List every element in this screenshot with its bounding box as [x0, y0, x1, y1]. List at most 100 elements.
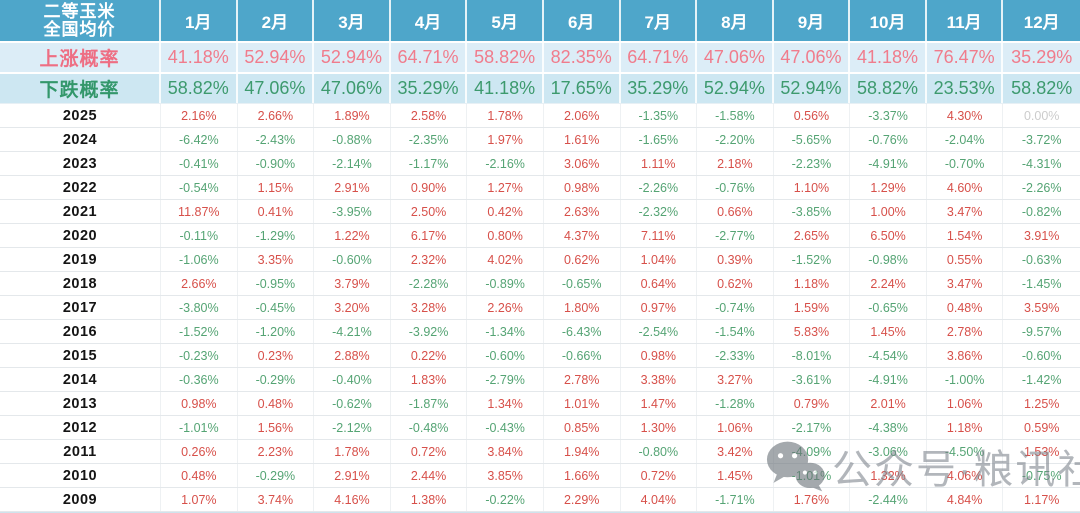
- value-cell: 1.15%: [238, 176, 315, 199]
- fall-probability-cell: 35.29%: [391, 74, 468, 103]
- value-cell: 5.83%: [774, 320, 851, 343]
- year-label: 2019: [0, 248, 161, 271]
- value-cell: -5.65%: [774, 128, 851, 151]
- value-cell: -0.98%: [850, 248, 927, 271]
- month-header-cell: 6月: [544, 0, 621, 41]
- value-cell: 1.00%: [850, 200, 927, 223]
- value-cell: -2.33%: [697, 344, 774, 367]
- value-cell: 0.98%: [161, 392, 238, 415]
- value-cell: 3.38%: [621, 368, 698, 391]
- value-cell: -3.95%: [314, 200, 391, 223]
- month-header-cell: 3月: [314, 0, 391, 41]
- value-cell: 1.83%: [391, 368, 468, 391]
- value-cell: -1.01%: [774, 464, 851, 487]
- year-row: 2023 -0.41% -0.90% -2.14% -1.17% -2.16% 3.06% 1…: [0, 152, 1080, 176]
- value-cell: 3.35%: [238, 248, 315, 271]
- value-cell: 1.76%: [774, 488, 851, 511]
- value-cell: -1.28%: [697, 392, 774, 415]
- rise-probability-cell: 82.35%: [544, 43, 621, 72]
- value-cell: 1.56%: [238, 416, 315, 439]
- value-cell: 1.89%: [314, 104, 391, 127]
- fall-probability-cell: 17.65%: [544, 74, 621, 103]
- value-cell: 11.87%: [161, 200, 238, 223]
- value-cell: -4.09%: [774, 440, 851, 463]
- rise-probability-cell: 47.06%: [774, 43, 851, 72]
- fall-probability-cell: 52.94%: [697, 74, 774, 103]
- value-cell: -2.14%: [314, 152, 391, 175]
- value-cell: 2.26%: [467, 296, 544, 319]
- value-cell: 2.23%: [238, 440, 315, 463]
- value-cell: -0.48%: [391, 416, 468, 439]
- rise-probability-row: 上涨概率 41.18% 52.94% 52.94% 64.71% 58.82% 82.35%…: [0, 43, 1080, 74]
- value-cell: 2.50%: [391, 200, 468, 223]
- value-cell: -4.91%: [850, 152, 927, 175]
- month-header-cell: 2月: [238, 0, 315, 41]
- value-cell: 1.30%: [621, 416, 698, 439]
- year-row: 2017 -3.80% -0.45% 3.20% 3.28% 2.26% 1.80% 0.97…: [0, 296, 1080, 320]
- corner-label: 二等玉米 全国均价: [0, 0, 161, 41]
- value-cell: -2.12%: [314, 416, 391, 439]
- value-cell: 2.66%: [161, 272, 238, 295]
- value-cell: 0.98%: [621, 344, 698, 367]
- value-cell: 1.66%: [544, 464, 621, 487]
- value-cell: 1.10%: [774, 176, 851, 199]
- value-cell: 1.45%: [850, 320, 927, 343]
- year-row: 2019 -1.06% 3.35% -0.60% 2.32% 4.02% 0.62% 1.04…: [0, 248, 1080, 272]
- value-cell: 2.18%: [697, 152, 774, 175]
- value-cell: 4.04%: [621, 488, 698, 511]
- value-cell: -2.26%: [1021, 180, 1062, 195]
- value-cell: 2.91%: [314, 464, 391, 487]
- value-cell: -0.66%: [544, 344, 621, 367]
- value-cell: 1.11%: [621, 152, 698, 175]
- year-label: 2012: [0, 416, 161, 439]
- year-row: 2021 11.87% 0.41% -3.95% 2.50% 0.42% 2.63% -2.3…: [0, 200, 1080, 224]
- rise-row-label: 上涨概率: [0, 43, 161, 72]
- value-cell: -8.01%: [774, 344, 851, 367]
- value-cell: -3.72%: [1021, 132, 1062, 147]
- value-cell: 1.59%: [774, 296, 851, 319]
- year-row: 2022 -0.54% 1.15% 2.91% 0.90% 1.27% 0.98% -2.26…: [0, 176, 1080, 200]
- value-cell: 1.29%: [850, 176, 927, 199]
- value-cell: -2.28%: [391, 272, 468, 295]
- value-cell: 1.27%: [467, 176, 544, 199]
- value-cell: 2.65%: [774, 224, 851, 247]
- value-cell: -0.90%: [238, 152, 315, 175]
- year-label: 2020: [0, 224, 161, 247]
- rise-probability-cell: 41.18%: [850, 43, 927, 72]
- value-cell: -1.54%: [697, 320, 774, 343]
- value-cell: -0.89%: [467, 272, 544, 295]
- value-cell: -1.52%: [774, 248, 851, 271]
- fall-probability-cell: 58.82%: [1011, 78, 1073, 98]
- value-cell: 1.97%: [467, 128, 544, 151]
- year-label: 2015: [0, 344, 161, 367]
- value-cell: -0.60%: [1021, 348, 1062, 363]
- value-cell: -2.26%: [621, 176, 698, 199]
- value-cell: 1.78%: [467, 104, 544, 127]
- value-cell: 2.58%: [391, 104, 468, 127]
- value-cell: -2.16%: [467, 152, 544, 175]
- year-label: 2021: [0, 200, 161, 223]
- year-label: 2011: [0, 440, 161, 463]
- value-cell: 1.61%: [544, 128, 621, 151]
- value-cell: -1.06%: [161, 248, 238, 271]
- value-cell: -0.29%: [238, 464, 315, 487]
- value-cell: 0.64%: [621, 272, 698, 295]
- year-row: 2014 -0.36% -0.29% -0.40% 1.83% -2.79% 2.78% 3.…: [0, 368, 1080, 392]
- value-cell: 3.91%: [1023, 228, 1060, 243]
- value-cell: 1.80%: [544, 296, 621, 319]
- value-cell: 1.06%: [927, 392, 1004, 415]
- value-cell: 3.79%: [314, 272, 391, 295]
- value-cell: -2.44%: [850, 488, 927, 511]
- value-cell: -0.40%: [314, 368, 391, 391]
- value-cell: 4.60%: [927, 176, 1004, 199]
- value-cell: 1.54%: [927, 224, 1004, 247]
- year-row: 2012 -1.01% 1.56% -2.12% -0.48% -0.43% 0.85% 1.…: [0, 416, 1080, 440]
- value-cell: 1.45%: [697, 464, 774, 487]
- year-label: 2024: [0, 128, 161, 151]
- value-cell: -9.57%: [1021, 324, 1062, 339]
- value-cell: -0.76%: [697, 176, 774, 199]
- value-cell: 0.72%: [621, 464, 698, 487]
- year-label: 2016: [0, 320, 161, 343]
- value-cell: -3.80%: [161, 296, 238, 319]
- month-header-cell: 4月: [391, 0, 468, 41]
